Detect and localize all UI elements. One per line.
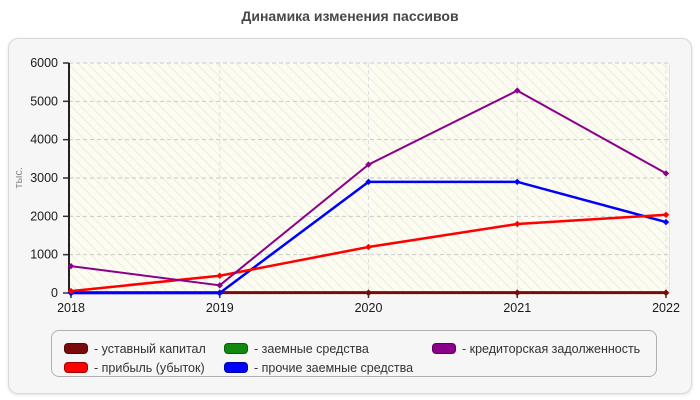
- svg-text:2022: 2022: [652, 301, 680, 315]
- legend-label: - уставный капитал: [94, 341, 206, 356]
- svg-text:3000: 3000: [30, 171, 58, 185]
- chart-title: Динамика изменения пассивов: [241, 8, 459, 24]
- legend-item-authorized-capital: - уставный капитал: [64, 339, 224, 358]
- legend-label: - заемные средства: [254, 341, 369, 356]
- legend-item-borrowed-funds: - заемные средства: [224, 339, 432, 358]
- profit-loss-swatch-icon: [64, 362, 88, 373]
- legend-item-other-borrowed-funds: - прочие заемные средства: [224, 358, 432, 377]
- chart-panel: 0 1000 2000 3000 4000 5000 6000 2018 2019 2020 202…: [8, 38, 692, 394]
- authorized-capital-swatch-icon: [64, 343, 88, 354]
- legend-label: - прочие заемные средства: [254, 360, 414, 375]
- legend-item-accounts-payable: - кредиторская задолженность: [432, 339, 656, 358]
- accounts-payable-swatch-icon: [432, 343, 456, 354]
- svg-text:6000: 6000: [30, 56, 58, 70]
- svg-text:2000: 2000: [30, 209, 58, 223]
- y-axis-title: тыс.: [13, 167, 25, 189]
- svg-text:2020: 2020: [355, 301, 383, 315]
- legend-label: - кредиторская задолженность: [462, 341, 641, 356]
- svg-text:0: 0: [51, 286, 58, 300]
- svg-text:5000: 5000: [30, 94, 58, 108]
- svg-text:2021: 2021: [503, 301, 531, 315]
- other-borrowed-funds-swatch-icon: [224, 362, 248, 373]
- chart-plot: 0 1000 2000 3000 4000 5000 6000 2018 2019 2020 202…: [30, 56, 680, 315]
- chart-legend: - уставный капитал - прибыль (убыток) - …: [51, 330, 657, 377]
- svg-text:2018: 2018: [57, 301, 85, 315]
- svg-text:4000: 4000: [30, 133, 58, 147]
- legend-label: - прибыль (убыток): [94, 360, 205, 375]
- svg-text:2019: 2019: [206, 301, 234, 315]
- borrowed-funds-swatch-icon: [224, 343, 248, 354]
- legend-item-profit-loss: - прибыль (убыток): [64, 358, 224, 377]
- svg-text:1000: 1000: [30, 248, 58, 262]
